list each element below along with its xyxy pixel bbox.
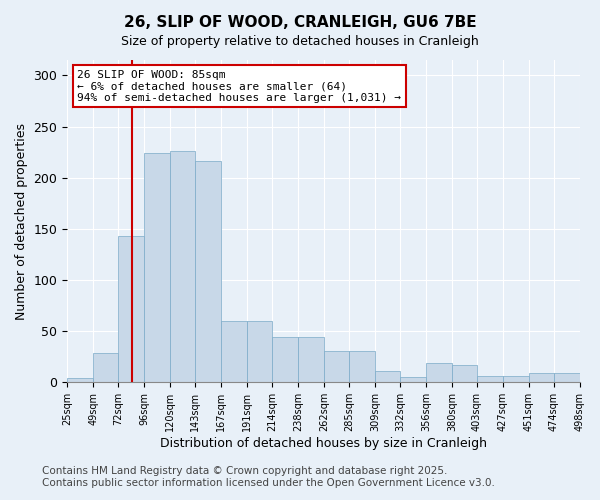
Bar — [324, 350, 349, 382]
Bar — [503, 376, 529, 382]
Bar — [349, 350, 375, 382]
Bar — [195, 162, 221, 382]
Bar — [93, 352, 118, 382]
Bar — [375, 371, 400, 382]
Text: 26, SLIP OF WOOD, CRANLEIGH, GU6 7BE: 26, SLIP OF WOOD, CRANLEIGH, GU6 7BE — [124, 15, 476, 30]
Text: Contains HM Land Registry data © Crown copyright and database right 2025.
Contai: Contains HM Land Registry data © Crown c… — [42, 466, 495, 487]
Bar — [272, 338, 298, 382]
X-axis label: Distribution of detached houses by size in Cranleigh: Distribution of detached houses by size … — [160, 437, 487, 450]
Y-axis label: Number of detached properties: Number of detached properties — [15, 122, 28, 320]
Text: Size of property relative to detached houses in Cranleigh: Size of property relative to detached ho… — [121, 35, 479, 48]
Bar — [400, 377, 426, 382]
Bar — [426, 363, 452, 382]
Bar — [170, 151, 195, 382]
Bar — [298, 338, 324, 382]
Bar — [529, 373, 554, 382]
Bar — [477, 376, 503, 382]
Bar — [144, 153, 170, 382]
Bar — [221, 321, 247, 382]
Bar — [247, 321, 272, 382]
Bar — [554, 373, 580, 382]
Text: 26 SLIP OF WOOD: 85sqm
← 6% of detached houses are smaller (64)
94% of semi-deta: 26 SLIP OF WOOD: 85sqm ← 6% of detached … — [77, 70, 401, 103]
Bar — [67, 378, 93, 382]
Bar — [118, 236, 144, 382]
Bar — [452, 365, 477, 382]
